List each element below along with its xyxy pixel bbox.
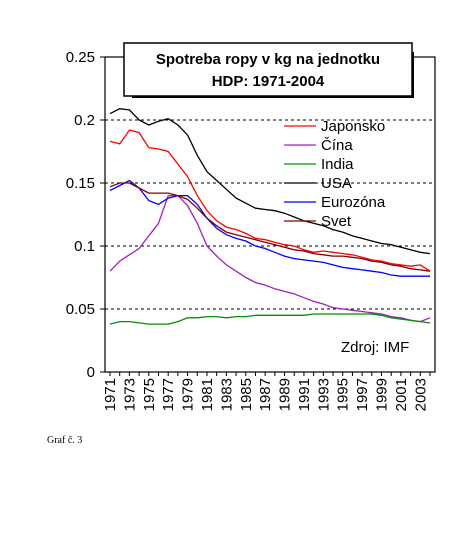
legend-label: USA <box>321 175 352 192</box>
series-line-japonsko <box>109 129 431 272</box>
y-tick-label: 0.15 <box>66 175 95 192</box>
series-line-svet <box>109 182 431 272</box>
x-tick-label: 1993 <box>315 378 332 411</box>
x-tick-label: 1983 <box>218 378 235 411</box>
chart-subtitle: HDP: 1971-2004 <box>212 73 325 90</box>
legend-label: India <box>321 156 354 173</box>
x-tick-label: 1999 <box>374 378 391 411</box>
x-tick-label: 1997 <box>354 378 371 411</box>
legend-label: Eurozóna <box>321 194 386 211</box>
figure-caption: Graf č. 3 <box>47 435 83 446</box>
legend: Japonsko Čína India USA Eurozóna Svet <box>284 118 386 230</box>
title-box-frame <box>123 42 413 97</box>
line-chart: 0 0.05 0.1 0.15 0.2 0.25 1971 1973 1975 1977 1979… <box>66 42 436 411</box>
series-line-eurozóna <box>109 179 430 277</box>
title-box: Spotreba ropy v kg na jednotku HDP: 1971… <box>123 42 414 98</box>
series-lines <box>109 108 431 325</box>
x-tick-label: 1975 <box>141 378 158 411</box>
gridlines <box>105 119 435 310</box>
source-label: Zdroj: IMF <box>341 339 409 356</box>
legend-label: Svet <box>321 213 352 230</box>
x-tick-label: 2003 <box>412 378 429 411</box>
y-tick-label: 0.2 <box>74 112 95 129</box>
x-tick-label: 1985 <box>238 378 255 411</box>
x-tick-label: 1987 <box>257 378 274 411</box>
x-tick-label: 1973 <box>121 378 138 411</box>
series-line-usa <box>109 108 431 255</box>
y-axis-ticks: 0 0.05 0.1 0.15 0.2 0.25 <box>66 49 105 381</box>
y-tick-label: 0 <box>87 364 95 381</box>
x-axis-ticks: 1971 1973 1975 1977 1979 1981 1983 1985 1987 1989… <box>102 372 431 411</box>
x-tick-label: 1971 <box>102 378 119 411</box>
y-tick-label: 0.05 <box>66 301 95 318</box>
x-tick-label: 1981 <box>199 378 216 411</box>
y-tick-label: 0.25 <box>66 49 95 66</box>
x-tick-label: 1977 <box>160 378 177 411</box>
x-tick-label: 1995 <box>335 378 352 411</box>
y-tick-label: 0.1 <box>74 238 95 255</box>
legend-label: Čína <box>321 137 353 154</box>
x-tick-label: 2001 <box>393 378 410 411</box>
chart-title: Spotreba ropy v kg na jednotku <box>156 51 380 68</box>
legend-label: Japonsko <box>321 118 385 135</box>
series-line-čína <box>109 194 431 323</box>
x-tick-label: 1989 <box>277 378 294 411</box>
x-tick-label: 1991 <box>296 378 313 411</box>
x-tick-label: 1979 <box>180 378 197 411</box>
series-line-india <box>109 313 431 325</box>
